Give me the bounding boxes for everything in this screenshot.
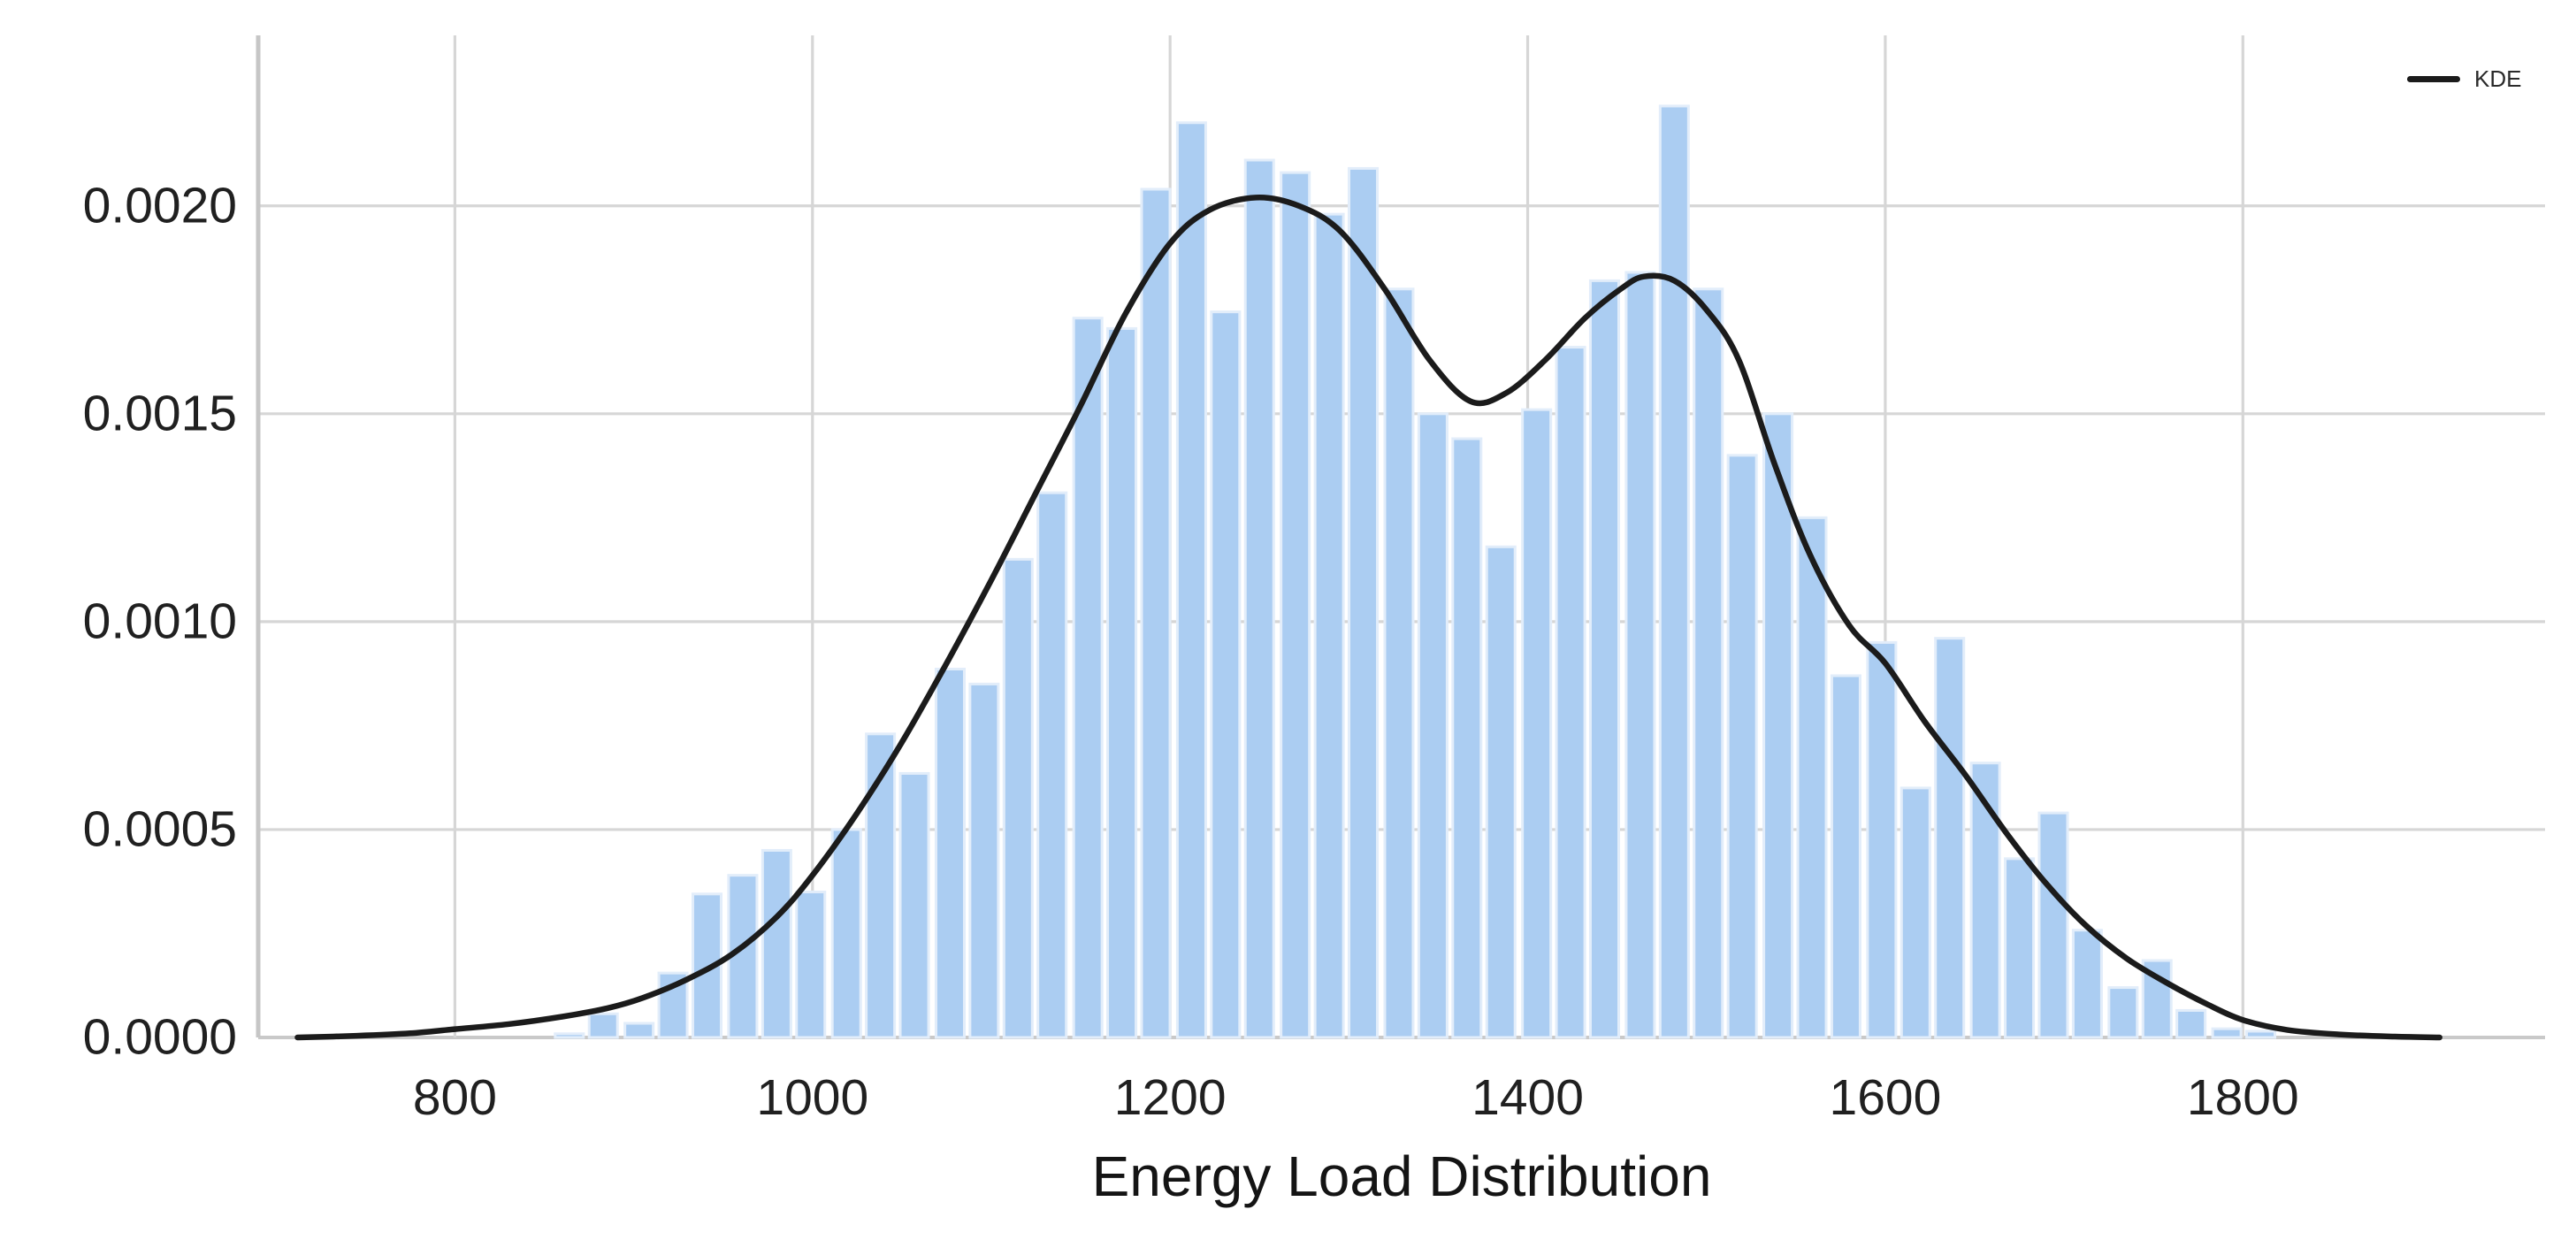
- x-tick-label: 1400: [1471, 1069, 1584, 1126]
- histogram-bar: [1588, 279, 1620, 1039]
- histogram-bar: [1900, 786, 1931, 1039]
- histogram-bar: [2004, 857, 2036, 1039]
- histogram-bar: [2175, 1008, 2207, 1039]
- histogram-bar: [1280, 171, 1311, 1039]
- histogram-bar: [1934, 637, 1966, 1039]
- histogram-bar: [1451, 437, 1483, 1039]
- x-tick-label: 1800: [2186, 1069, 2299, 1126]
- legend-label: KDE: [2474, 65, 2522, 92]
- x-axis-label: Energy Load Distribution: [1091, 1144, 1712, 1208]
- histogram-bar: [2107, 986, 2139, 1039]
- histogram-bar: [1002, 557, 1034, 1039]
- histogram-bar: [1762, 412, 1794, 1039]
- legend: KDE: [2407, 67, 2521, 90]
- y-tick-label: 0.0010: [82, 593, 237, 650]
- y-tick-label: 0.0005: [82, 800, 237, 858]
- histogram-bar: [1658, 104, 1690, 1039]
- x-tick-label: 1200: [1113, 1069, 1227, 1126]
- histogram-bar: [623, 1022, 655, 1039]
- histogram-bar: [968, 682, 1000, 1039]
- x-tick-label: 800: [412, 1069, 497, 1126]
- histogram-bar: [1521, 408, 1553, 1039]
- kde-curve: [294, 195, 2442, 1041]
- histogram-bar: [1485, 545, 1517, 1039]
- y-tick-label: 0.0020: [82, 177, 237, 234]
- histogram-bar: [830, 828, 862, 1039]
- histogram-bar: [1313, 212, 1345, 1039]
- y-tick-label: 0.0015: [82, 385, 237, 442]
- histogram-bar: [2245, 1030, 2277, 1039]
- histogram-bar: [1555, 346, 1586, 1039]
- histogram-bar: [1243, 158, 1275, 1039]
- x-tick-label: 1000: [756, 1069, 869, 1126]
- histogram-bar: [2211, 1027, 2243, 1039]
- histogram-bar: [1624, 271, 1656, 1039]
- histogram-bar: [761, 848, 792, 1039]
- histogram-bar: [1693, 287, 1724, 1039]
- histogram-bar: [1830, 674, 1861, 1039]
- y-tick-label: 0.0000: [82, 1008, 237, 1066]
- histogram-bar: [1726, 454, 1758, 1039]
- histogram-bar: [795, 890, 827, 1039]
- histogram-bar: [554, 1032, 585, 1039]
- histogram-bar: [1796, 516, 1828, 1039]
- histogram-bar: [1348, 166, 1380, 1039]
- histogram-bar: [898, 771, 930, 1039]
- histogram-bar: [1175, 121, 1207, 1039]
- kde-line-swatch-icon: [2407, 75, 2460, 82]
- histogram-bar: [1969, 762, 2001, 1039]
- histogram-bar: [1866, 640, 1898, 1039]
- histogram-bar: [1140, 188, 1172, 1039]
- histogram-bar: [1106, 326, 1138, 1039]
- histogram-bar: [1036, 491, 1068, 1039]
- histogram-bar: [1210, 310, 1242, 1039]
- histogram-bar: [587, 1012, 619, 1039]
- x-tick-label: 1600: [1829, 1069, 1942, 1126]
- histogram-bar: [865, 732, 897, 1039]
- histogram-bar: [1383, 287, 1415, 1039]
- histogram-bar: [2037, 811, 2069, 1039]
- histogram-bar: [1072, 317, 1104, 1039]
- histogram-bar: [2071, 929, 2103, 1039]
- histogram-bar: [1417, 412, 1449, 1039]
- histogram-bar: [934, 667, 966, 1039]
